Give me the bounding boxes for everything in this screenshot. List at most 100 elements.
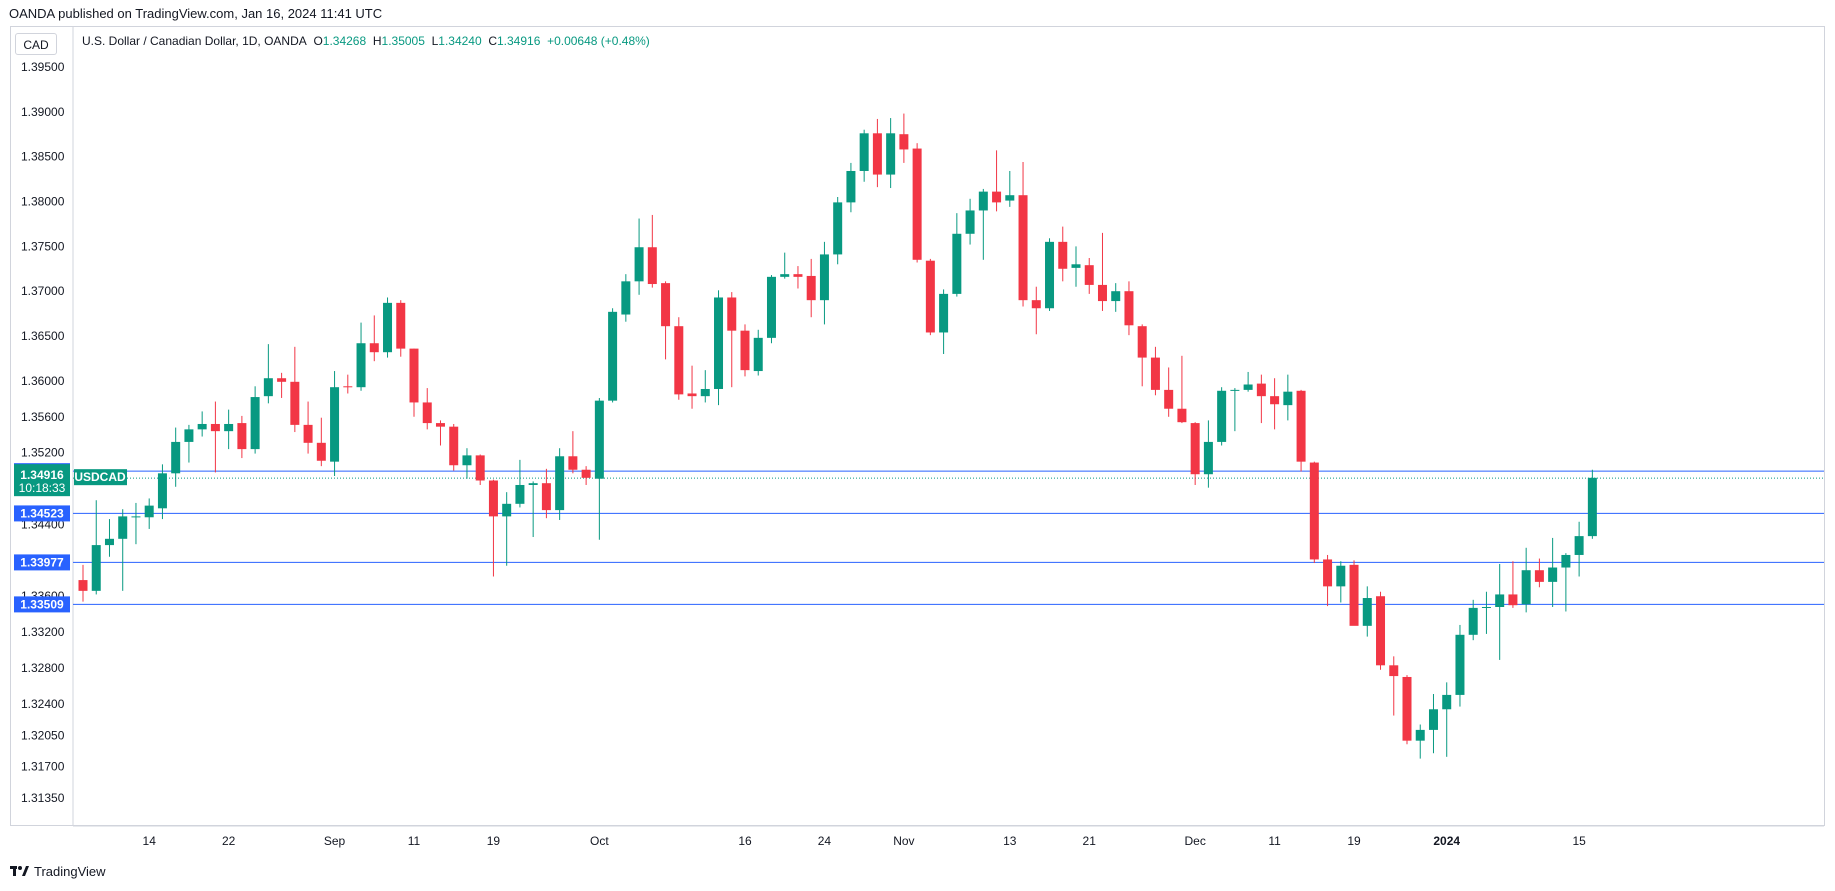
candle xyxy=(1495,563,1505,660)
candle xyxy=(833,197,843,265)
level-tag xyxy=(14,505,70,522)
candle-body xyxy=(594,400,604,479)
candle xyxy=(1548,537,1558,607)
candle xyxy=(210,401,220,473)
candle-body xyxy=(197,423,207,430)
candle xyxy=(700,370,710,403)
candle xyxy=(449,423,459,471)
candle-body xyxy=(1243,384,1253,390)
price-tick-label: 1.32400 xyxy=(21,697,65,711)
candle xyxy=(1018,162,1028,307)
candle xyxy=(1203,420,1213,488)
candle-body xyxy=(343,386,353,388)
candle xyxy=(1256,374,1266,424)
countdown-label: 10:18:33 xyxy=(19,481,66,495)
candle xyxy=(1428,694,1438,754)
candle xyxy=(1058,226,1068,282)
candle xyxy=(409,348,419,417)
candle-body xyxy=(661,283,671,327)
candle-body xyxy=(1481,606,1491,608)
candle-body xyxy=(1230,389,1240,391)
candle xyxy=(1296,389,1306,472)
candle xyxy=(608,308,618,403)
candle xyxy=(568,431,578,474)
candle-body xyxy=(250,397,260,450)
candle xyxy=(793,266,803,289)
candle xyxy=(250,386,260,454)
time-tick-label: Dec xyxy=(1184,834,1205,848)
candle-body xyxy=(899,134,909,150)
candle-body xyxy=(1190,423,1200,475)
candle xyxy=(766,275,776,344)
change-value: +0.00648 (+0.48%) xyxy=(547,34,650,48)
candle xyxy=(383,297,393,358)
candle-body xyxy=(78,580,88,591)
candle-body xyxy=(1336,565,1346,587)
candle-body xyxy=(316,442,326,461)
candle-body xyxy=(330,387,340,462)
candle xyxy=(91,500,101,595)
candle-body xyxy=(1309,462,1319,560)
candle-body xyxy=(1442,694,1452,710)
price-tick-label: 1.35600 xyxy=(21,410,65,424)
candle-body xyxy=(369,343,379,353)
candle xyxy=(1402,675,1412,745)
level-tag-label: 1.34523 xyxy=(20,506,64,520)
candle xyxy=(1005,170,1015,207)
candle-body xyxy=(1521,570,1531,605)
candle xyxy=(978,188,988,260)
candle xyxy=(224,409,234,450)
candle-body xyxy=(131,516,141,518)
candle xyxy=(1561,553,1571,612)
candle-body xyxy=(184,429,194,442)
currency-badge[interactable]: CAD xyxy=(15,33,57,55)
time-tick-label: Sep xyxy=(324,834,346,848)
candle-body xyxy=(1495,594,1505,607)
candle xyxy=(502,492,512,566)
level-tag-label: 1.33509 xyxy=(20,597,64,611)
candle xyxy=(1349,560,1359,626)
candle-body xyxy=(727,297,737,331)
candle xyxy=(528,481,538,538)
candle-body xyxy=(515,484,525,504)
candle xyxy=(1323,554,1333,607)
candle-body xyxy=(104,538,114,546)
candle xyxy=(594,397,604,540)
candle xyxy=(369,315,379,362)
price-tick-label: 1.39500 xyxy=(21,60,65,74)
candle xyxy=(714,290,724,406)
candle xyxy=(939,289,949,354)
candle xyxy=(104,519,114,557)
time-tick-label: Oct xyxy=(590,834,609,848)
candle-body xyxy=(978,191,988,211)
candle-body xyxy=(1428,709,1438,730)
candle-body xyxy=(263,378,273,397)
candle-body xyxy=(780,274,790,277)
candle-body xyxy=(1150,357,1160,390)
last-price-tag xyxy=(14,464,70,497)
candle xyxy=(1071,246,1081,287)
last-price-label: 1.34916 xyxy=(20,468,64,482)
candle-body xyxy=(1323,559,1333,587)
candle-body xyxy=(714,297,724,389)
candle xyxy=(634,218,644,295)
candle xyxy=(1124,281,1134,336)
candle xyxy=(1455,624,1465,707)
level-tag xyxy=(14,596,70,613)
price-tick-label: 1.36500 xyxy=(21,329,65,343)
candle xyxy=(621,274,631,322)
time-tick-label: 19 xyxy=(487,834,501,848)
candle-body xyxy=(237,423,247,450)
low-value: 1.34240 xyxy=(438,34,482,48)
footer-brand[interactable]: TradingView xyxy=(10,864,106,879)
candle-body xyxy=(1389,665,1399,677)
candle xyxy=(740,324,750,377)
time-tick-label: 11 xyxy=(1268,834,1281,848)
candle-body xyxy=(171,441,181,474)
price-tick-label: 1.38500 xyxy=(21,150,65,164)
candle-body xyxy=(1097,284,1107,302)
price-tick-label: 1.37000 xyxy=(21,284,65,298)
candle-body xyxy=(647,247,657,285)
close-value: 1.34916 xyxy=(497,34,541,48)
